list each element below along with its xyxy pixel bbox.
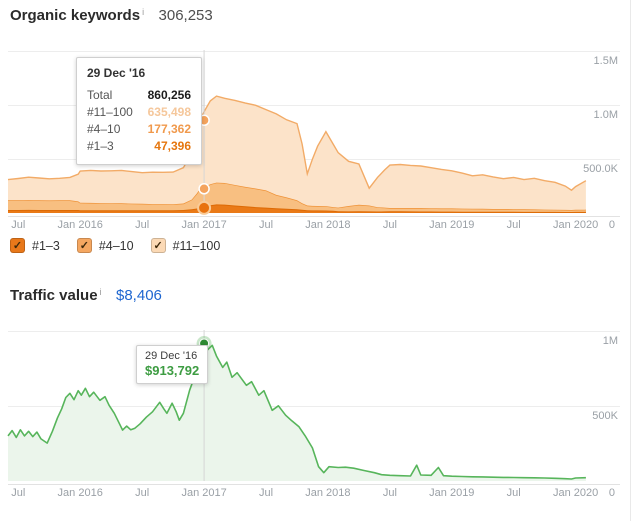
organic-keywords-header: Organic keywords i 306,253 [10, 7, 213, 25]
keywords-rank-legend: ✓ #1–3 ✓ #4–10 ✓ #11–100 [10, 238, 220, 253]
traffic-value-amount[interactable]: $8,406 [116, 287, 162, 304]
traffic-value-tooltip: 29 Dec '16 $913,792 [136, 345, 209, 384]
x-tick-label: Jul [11, 487, 26, 499]
x-axis-line [8, 216, 620, 217]
y-axis-label: 1M [602, 334, 618, 347]
legend-label: #11–100 [172, 238, 221, 253]
traffic-value-area [8, 343, 586, 481]
y-axis-label: 500K [592, 409, 618, 422]
organic-keywords-tooltip: 29 Dec '16 Total 860,256 #11–100 635,498… [76, 57, 202, 165]
traffic-value-plot[interactable] [7, 326, 588, 481]
x-tick-label: Jul [11, 219, 26, 231]
panel-right-border [630, 0, 631, 521]
y-axis-zero-label: 0 [608, 219, 615, 231]
traffic-value-line [7, 342, 586, 480]
x-tick-label: Jan 2017 [181, 487, 227, 499]
y-axis-label: 1.5M [593, 55, 618, 68]
info-icon[interactable]: i [99, 287, 102, 297]
tooltip-row-4-10: #4–10 177,362 [87, 121, 191, 138]
gridline [8, 330, 620, 332]
traffic-value-header: Traffic value i $8,406 [10, 287, 162, 305]
tooltip-row-value: 177,362 [147, 122, 191, 136]
x-tick-label: Jan 2020 [552, 487, 599, 499]
legend-label: #4–10 [98, 238, 134, 253]
x-tick-label: Jan 2019 [429, 487, 475, 499]
x-tick-label: Jan 2018 [305, 219, 351, 231]
gridline [8, 405, 620, 407]
x-tick-label: Jan 2020 [552, 219, 599, 231]
x-tick-label: Jan 2018 [305, 487, 351, 499]
legend-checkbox-1-3[interactable]: ✓ #1–3 [10, 238, 60, 253]
tooltip-row-value: 635,498 [147, 105, 191, 119]
x-tick-label: Jul [258, 219, 274, 231]
y-axis-label: 1.0M [593, 109, 618, 122]
legend-label: #1–3 [32, 238, 60, 253]
organic-keywords-count: 306,253 [158, 7, 213, 24]
tooltip-row-value: 860,256 [147, 88, 191, 102]
x-tick-label: Jan 2016 [57, 219, 103, 231]
tooltip-row-11-100: #11–100 635,498 [87, 104, 191, 121]
tooltip-row-total: Total 860,256 [87, 87, 191, 104]
y-axis-label: 500.0K [583, 163, 618, 176]
x-tick-label: Jul [382, 487, 397, 499]
organic-keywords-plot[interactable] [7, 46, 588, 215]
y-axis-zero-label: 0 [608, 487, 615, 499]
organic-keywords-band-edge [7, 95, 587, 192]
info-icon[interactable]: i [142, 7, 145, 17]
gridline [8, 105, 620, 107]
tooltip-row-value: 47,396 [154, 139, 191, 153]
organic-keywords-title: Organic keywords [10, 7, 141, 24]
traffic-value-title: Traffic value [10, 287, 98, 304]
tooltip-row-label: #4–10 [87, 122, 121, 136]
x-tick-label: Jan 2017 [181, 219, 227, 231]
hover-marker-dot [197, 200, 212, 215]
x-tick-label: Jul [258, 487, 274, 499]
tooltip-row-1-3: #1–3 47,396 [87, 138, 191, 155]
x-tick-label: Jul [506, 487, 521, 499]
x-tick-label: Jul [382, 219, 397, 231]
x-tick-label: Jul [135, 487, 150, 499]
x-tick-label: Jan 2019 [429, 219, 475, 231]
checkbox-checked-icon[interactable]: ✓ [10, 238, 25, 253]
checkbox-checked-icon[interactable]: ✓ [76, 238, 92, 253]
legend-checkbox-4-10[interactable]: ✓ #4–10 [76, 238, 134, 253]
legend-checkbox-11-100[interactable]: ✓ #11–100 [150, 238, 221, 253]
tooltip-date: 29 Dec '16 [87, 66, 146, 80]
tooltip-date: 29 Dec '16 [145, 350, 198, 362]
gridline [8, 51, 620, 53]
tooltip-row-label: #1–3 [87, 139, 114, 153]
x-axis-line [8, 484, 620, 485]
tooltip-value: $913,792 [145, 363, 200, 378]
organic-keywords-band [8, 96, 586, 210]
x-tick-label: Jul [135, 219, 150, 231]
checkbox-checked-icon[interactable]: ✓ [150, 238, 166, 253]
tooltip-row-label: #11–100 [87, 105, 133, 119]
hover-marker-dot [198, 183, 210, 195]
tooltip-row-label: Total [87, 88, 113, 102]
x-tick-label: Jul [506, 219, 521, 231]
x-tick-label: Jan 2016 [57, 487, 103, 499]
